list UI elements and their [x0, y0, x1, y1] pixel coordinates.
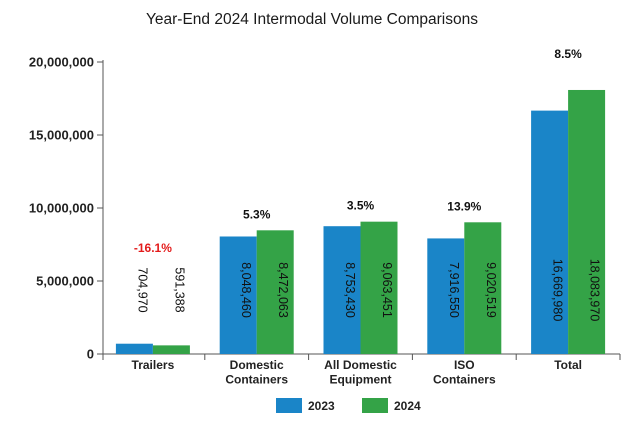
y-tick-label: 0 [87, 347, 94, 362]
bar-2023 [323, 226, 361, 354]
x-category-label: Total [554, 358, 582, 372]
percent-change-label: 13.9% [447, 199, 481, 213]
y-tick-label: 10,000,000 [29, 201, 94, 216]
y-tick-label: 5,000,000 [36, 274, 94, 289]
value-label-2023: 8,048,460 [239, 262, 253, 318]
legend: 2023 2024 [276, 398, 421, 413]
x-category-label: All Domestic Equipment [324, 358, 397, 387]
bar-2023 [427, 238, 465, 354]
value-label-2023: 7,916,550 [447, 262, 461, 318]
value-label-2024: 9,063,451 [380, 262, 394, 318]
x-category-label: Domestic Containers [225, 358, 288, 387]
y-axis: 0 5,000,000 10,000,000 15,000,000 20,000,000 [29, 55, 104, 362]
percent-change-label: -16.1% [134, 241, 172, 255]
legend-swatch-2023 [276, 398, 302, 413]
change-label-group: -16.1% 5.3% 3.5% 13.9% 8.5% [134, 47, 582, 255]
percent-change-label: 5.3% [243, 207, 271, 221]
x-category-label: ISO Containers [433, 358, 496, 387]
percent-change-label: 3.5% [347, 199, 375, 213]
y-tick-label: 15,000,000 [29, 128, 94, 143]
legend-label-2023: 2023 [308, 399, 335, 413]
bar-2024 [360, 221, 398, 354]
value-label-2024: 18,083,970 [588, 259, 602, 322]
y-tick-label: 20,000,000 [29, 55, 94, 70]
value-label-2024: 591,388 [172, 267, 186, 312]
bar-2023 [115, 343, 153, 354]
bar-2024 [256, 230, 294, 354]
x-category-label: Trailers [132, 358, 175, 372]
chart-title: Year-End 2024 Intermodal Volume Comparis… [146, 11, 478, 28]
value-label-2023: 8,753,430 [343, 262, 357, 318]
legend-label-2024: 2024 [394, 399, 421, 413]
bar-2023 [219, 236, 257, 354]
bar-2024 [568, 89, 606, 355]
bar-series-group [115, 89, 606, 355]
value-label-2024: 8,472,063 [276, 262, 290, 318]
bar-2024 [152, 345, 190, 354]
value-label-group: 704,970 591,388 8,048,460 8,472,063 8,753,43… [135, 259, 601, 322]
percent-change-label: 8.5% [554, 47, 582, 61]
value-label-2024: 9,020,519 [484, 262, 498, 318]
bar-2023 [531, 110, 569, 355]
value-label-2023: 16,669,980 [551, 259, 565, 322]
legend-swatch-2024 [362, 398, 388, 413]
x-axis: Trailers Domestic Containers All Domestic Eq… [102, 353, 621, 387]
bar-2024 [464, 222, 502, 354]
value-label-2023: 704,970 [135, 267, 149, 312]
